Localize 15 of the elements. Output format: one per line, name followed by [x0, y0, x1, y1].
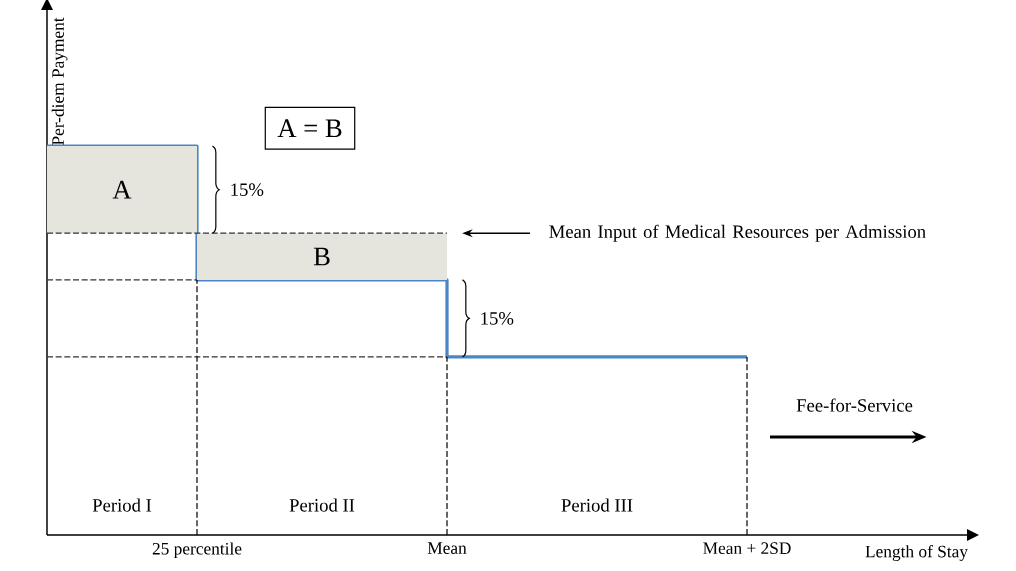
annotation: Fee-for-Service: [796, 398, 913, 412]
annotation: 15%: [231, 183, 264, 196]
text: A = B: [277, 119, 342, 138]
x-tick-label: 25 percentile: [152, 542, 242, 559]
annotation: Period II: [289, 498, 355, 512]
annotation: Period I: [92, 498, 152, 512]
x-axis-title: Length of Stay: [865, 545, 968, 561]
annotation: 15%: [481, 312, 514, 325]
x-tick-label: Mean + 2SD: [703, 542, 791, 555]
annotation: Period III: [561, 498, 633, 512]
y-axis-title: Per-diem Payment: [51, 17, 68, 146]
annotation: A: [112, 180, 132, 199]
annotation: Mean Input of Medical Resources per Admission: [549, 224, 926, 242]
annotation: B: [313, 247, 330, 266]
x-tick-label: Mean: [427, 542, 467, 554]
